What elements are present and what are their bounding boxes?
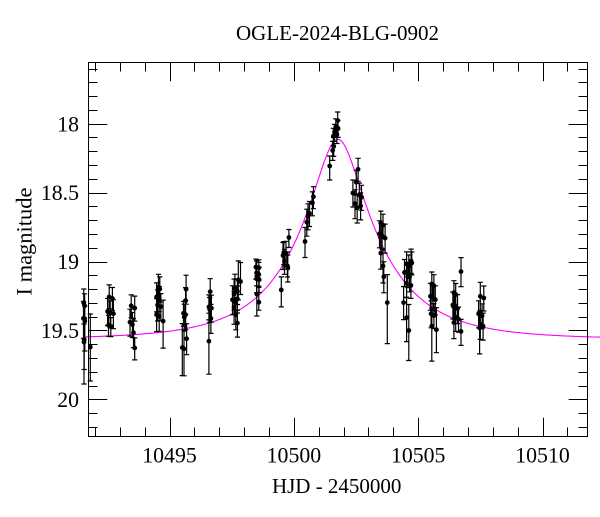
svg-text:10510: 10510 — [515, 444, 570, 468]
svg-text:19.5: 19.5 — [41, 319, 79, 343]
svg-text:10500: 10500 — [267, 444, 322, 468]
svg-text:18: 18 — [57, 112, 79, 136]
svg-text:10495: 10495 — [142, 444, 197, 468]
svg-text:10505: 10505 — [391, 444, 446, 468]
svg-text:18.5: 18.5 — [41, 181, 79, 205]
svg-text:OGLE-2024-BLG-0902: OGLE-2024-BLG-0902 — [236, 21, 439, 45]
svg-text:20: 20 — [57, 388, 79, 412]
svg-text:19: 19 — [57, 250, 79, 274]
svg-text:HJD - 2450000: HJD - 2450000 — [272, 474, 402, 498]
svg-text:I magnitude: I magnitude — [12, 187, 37, 295]
